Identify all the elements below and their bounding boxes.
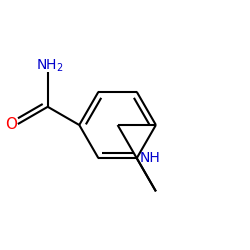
Text: NH$_2$: NH$_2$ <box>36 57 64 74</box>
Text: O: O <box>5 116 17 132</box>
Text: NH: NH <box>140 151 161 165</box>
